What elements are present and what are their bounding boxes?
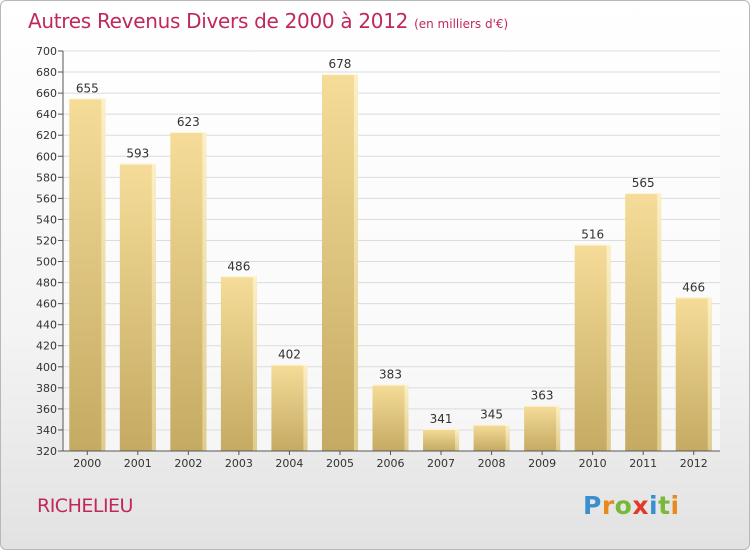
bar-highlight: [353, 74, 358, 451]
bar-highlight: [303, 364, 308, 451]
x-tick-label: 2010: [579, 457, 607, 470]
data-label: 341: [430, 412, 453, 426]
bar: [119, 163, 156, 451]
brand-logo: Proxiti: [583, 491, 680, 520]
x-tick-label: 2009: [528, 457, 556, 470]
x-tick-label: 2006: [377, 457, 405, 470]
y-tick-label: 380: [36, 382, 57, 395]
x-tick-label: 2008: [478, 457, 506, 470]
bar: [524, 405, 561, 451]
x-tick-label: 2002: [174, 457, 202, 470]
y-tick-label: 480: [36, 277, 57, 290]
brand-letter: o: [614, 491, 633, 520]
data-label: 466: [682, 280, 705, 294]
brand-letter: r: [601, 491, 615, 520]
y-tick-label: 440: [36, 319, 57, 332]
y-tick-label: 340: [36, 424, 57, 437]
bar: [220, 276, 257, 451]
y-tick-label: 660: [36, 87, 57, 100]
bar: [423, 428, 460, 451]
chart-title: Autres Revenus Divers de 2000 à 2012 (en …: [28, 9, 508, 33]
bar: [372, 384, 409, 451]
x-tick-label: 2004: [275, 457, 303, 470]
bar: [170, 132, 207, 452]
y-tick-label: 540: [36, 213, 57, 226]
bar-highlight: [505, 424, 510, 451]
bar-highlight: [202, 132, 207, 452]
bar-highlight: [455, 428, 460, 451]
y-tick-label: 600: [36, 150, 57, 163]
brand-letter: P: [583, 491, 602, 520]
y-tick-label: 360: [36, 403, 57, 416]
y-tick-label: 520: [36, 234, 57, 247]
x-tick-label: 2007: [427, 457, 455, 470]
y-tick-label: 640: [36, 108, 57, 121]
bar-highlight: [707, 297, 712, 451]
place-name: RICHELIEU: [37, 495, 133, 517]
bar: [321, 74, 358, 451]
bar-highlight: [151, 163, 156, 451]
brand-letter: i: [670, 491, 680, 520]
axis-layer: 320 340 360 380 400 420 440 460 480 500 520 540 560 5…: [36, 45, 720, 470]
data-label: 383: [379, 368, 402, 382]
brand-letter: i: [649, 491, 659, 520]
data-label: 678: [329, 57, 352, 71]
bar: [675, 297, 712, 451]
x-tick-label: 2005: [326, 457, 354, 470]
x-tick-label: 2001: [124, 457, 152, 470]
bar: [625, 193, 662, 451]
x-tick-label: 2012: [680, 457, 708, 470]
chart-title-main: Autres Revenus Divers de 2000 à 2012: [28, 9, 409, 33]
brand-letter: x: [632, 491, 649, 520]
data-label: 593: [126, 147, 149, 161]
y-tick-label: 580: [36, 171, 57, 184]
x-tick-label: 2011: [629, 457, 657, 470]
bar: [473, 424, 510, 451]
bar-highlight: [101, 98, 106, 452]
data-label: 623: [177, 115, 200, 129]
bar-highlight: [404, 384, 409, 451]
bars-layer: 655 593 623 486 402 678 383 341 345 363 516 565 466: [69, 57, 712, 452]
data-label: 402: [278, 348, 301, 362]
y-tick-label: 680: [36, 66, 57, 79]
bar: [69, 98, 106, 452]
chart-title-unit: (en milliers d'€): [414, 17, 509, 31]
x-tick-label: 2003: [225, 457, 253, 470]
brand-letter: t: [658, 491, 671, 520]
y-tick-label: 620: [36, 129, 57, 142]
y-tick-label: 420: [36, 340, 57, 353]
data-label: 565: [632, 176, 655, 190]
bar-highlight: [606, 244, 611, 451]
bar: [271, 364, 308, 451]
data-label: 655: [76, 81, 99, 95]
data-label: 363: [531, 389, 554, 403]
x-tick-label: 2000: [73, 457, 101, 470]
y-tick-label: 700: [36, 45, 57, 58]
y-tick-label: 560: [36, 192, 57, 205]
data-label: 516: [581, 228, 604, 242]
bar-highlight: [252, 276, 257, 451]
data-label: 345: [480, 408, 503, 422]
data-label: 486: [227, 259, 250, 273]
y-tick-label: 460: [36, 298, 57, 311]
y-tick-label: 500: [36, 256, 57, 269]
y-tick-label: 320: [36, 445, 57, 458]
y-tick-label: 400: [36, 361, 57, 374]
bar-highlight: [657, 193, 662, 451]
bar: [574, 244, 611, 451]
bar-highlight: [556, 405, 561, 451]
